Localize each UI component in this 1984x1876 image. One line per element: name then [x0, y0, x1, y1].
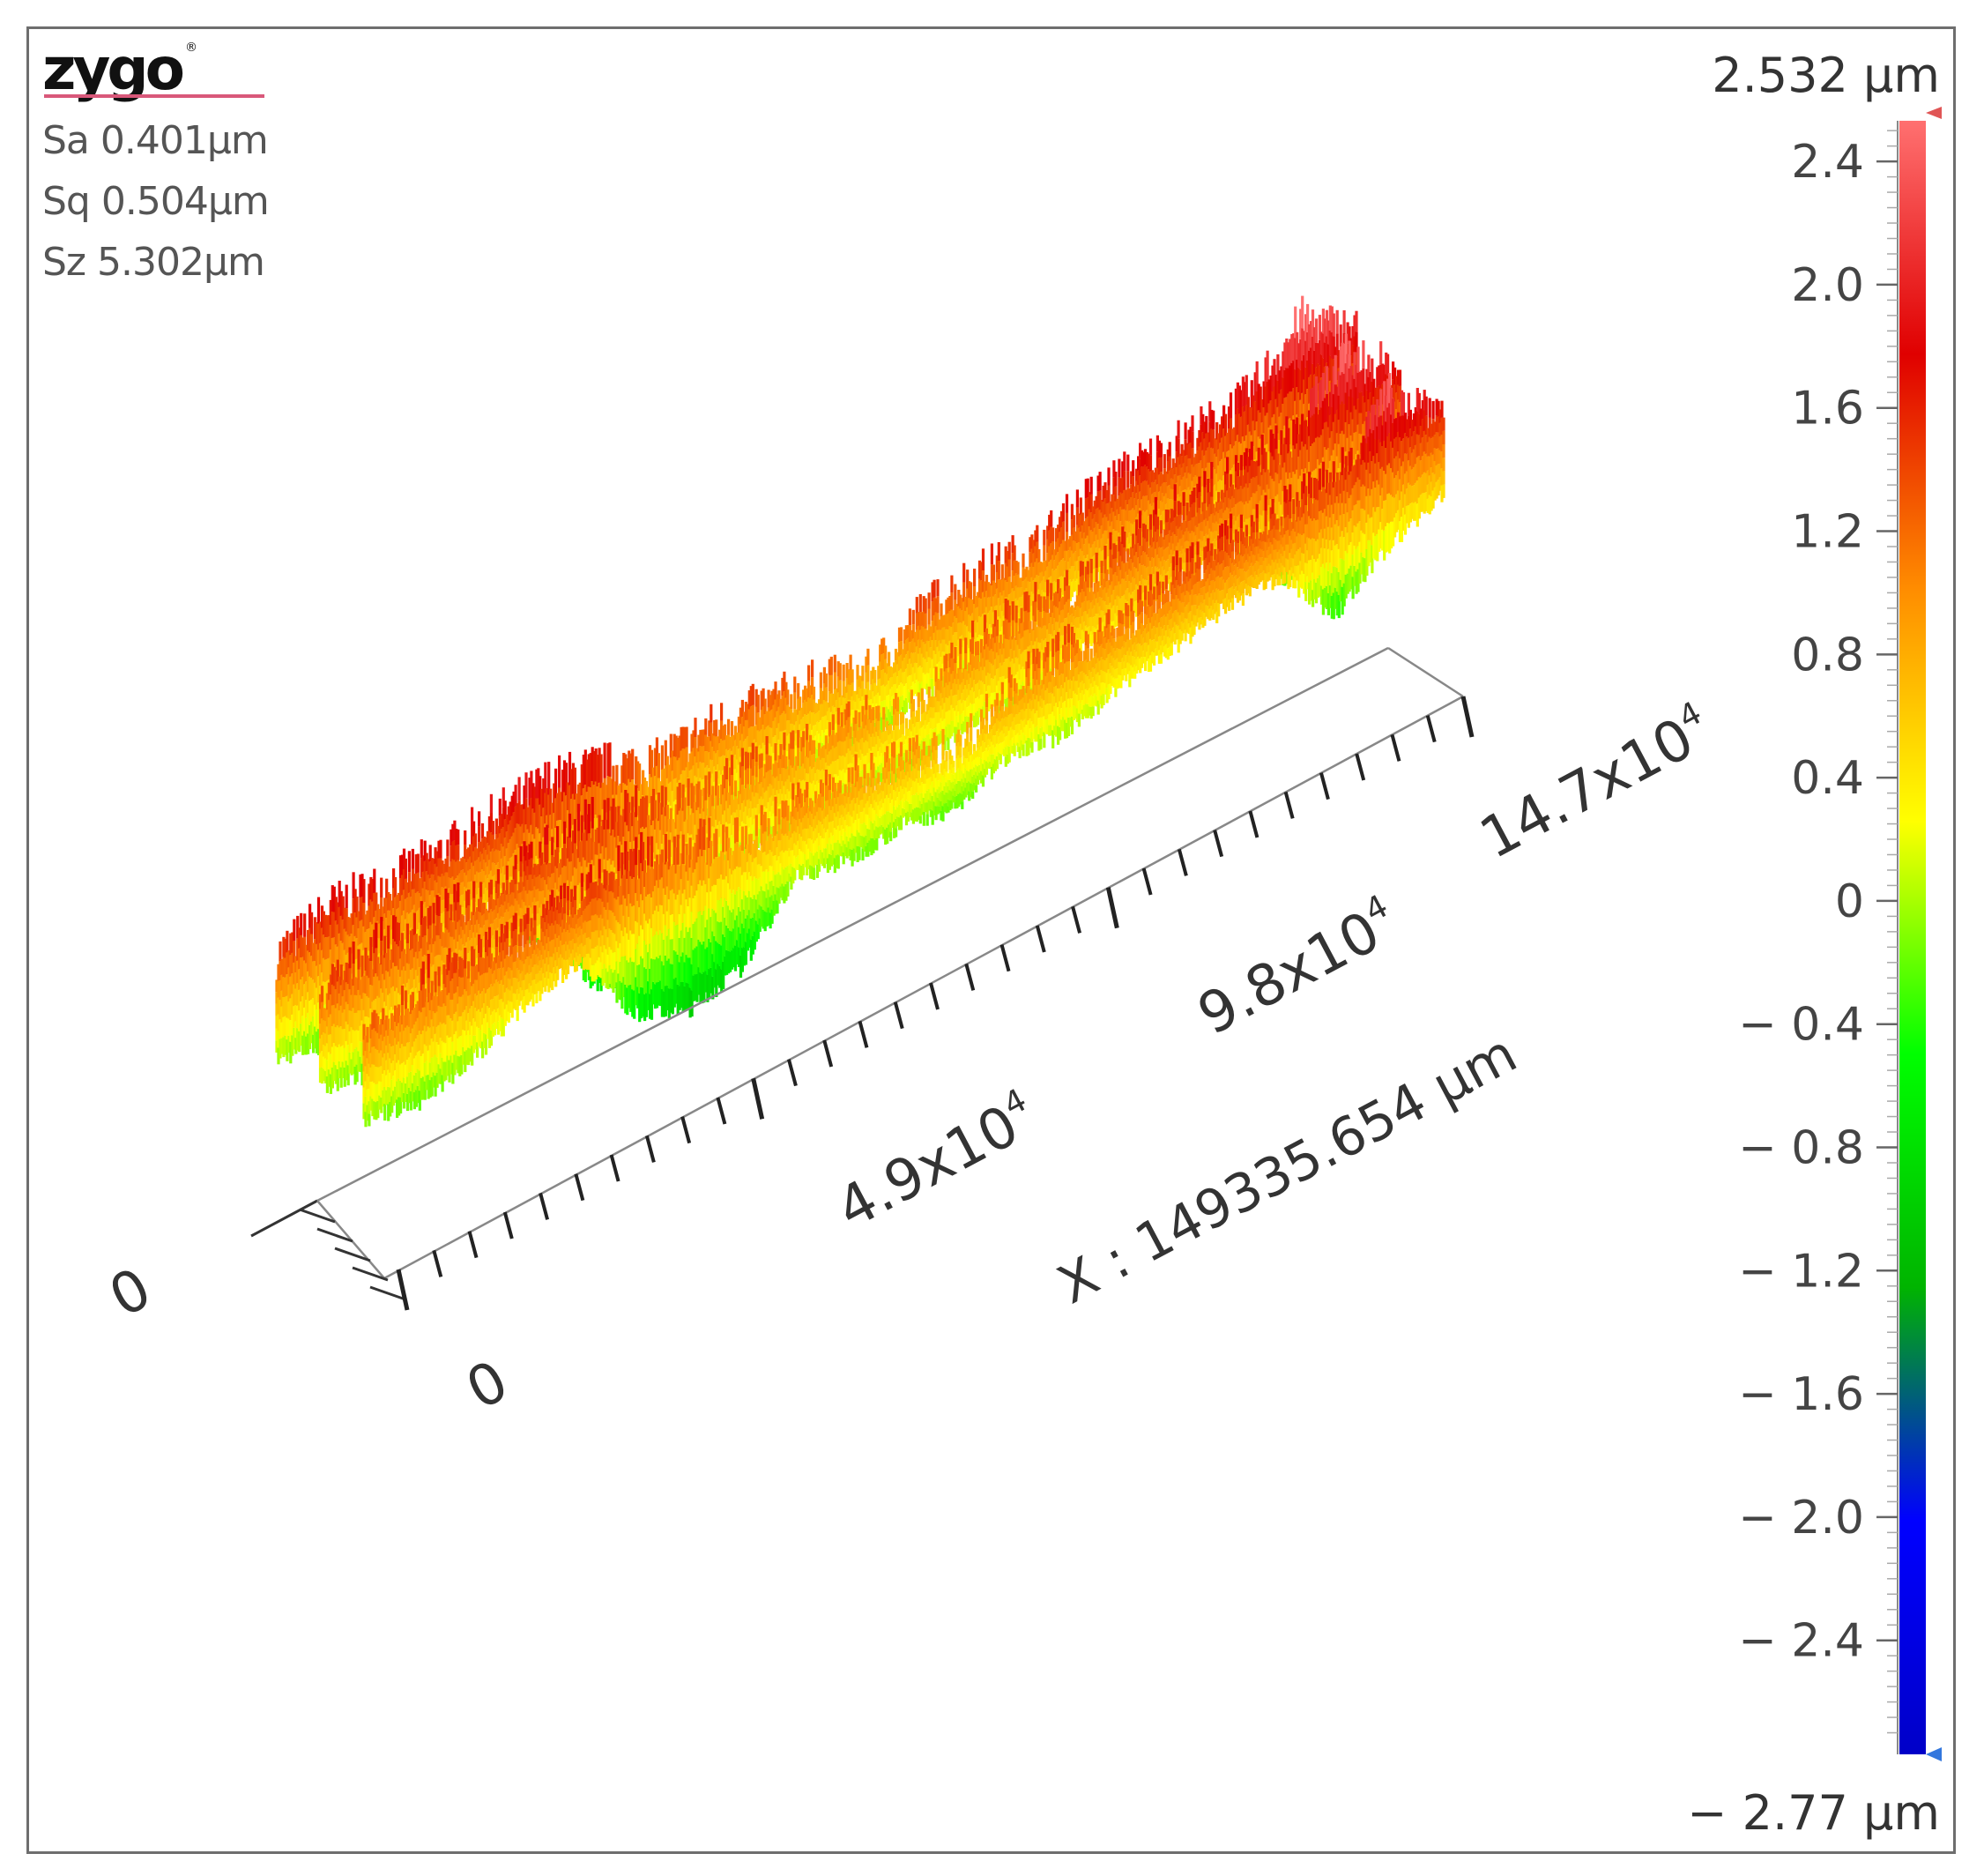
colorbar-tick-label: 0	[1835, 875, 1864, 928]
x-axis-tick	[1390, 733, 1401, 762]
y-axis-tick	[334, 1247, 371, 1262]
x-axis-tick	[1035, 925, 1046, 953]
colorbar-tick-label: − 2.4	[1738, 1615, 1864, 1668]
stat-sa: Sa 0.401µm	[42, 118, 269, 163]
x-axis-tick	[1283, 791, 1295, 819]
colorbar-tick-label: − 1.2	[1738, 1245, 1864, 1298]
x-axis-tick	[467, 1231, 479, 1259]
x-axis-tick	[1177, 848, 1188, 876]
x-axis-tick	[1071, 905, 1081, 934]
colorbar-tick-label: 1.2	[1791, 506, 1864, 559]
x-axis-tick	[822, 1039, 834, 1068]
x-axis-tick	[432, 1249, 443, 1277]
y-axis-tick	[299, 1208, 336, 1224]
x-axis-tick	[751, 1077, 765, 1120]
x-axis-tick	[929, 982, 940, 1010]
x-axis-tick	[1355, 753, 1366, 781]
colorbar-tick-label: 1.6	[1791, 383, 1864, 436]
x-axis-tick	[680, 1116, 692, 1144]
logo-underline	[44, 94, 264, 98]
colorbar-tick-label: 2.0	[1791, 259, 1864, 312]
colorbar-tick-label: − 0.8	[1738, 1122, 1864, 1175]
colorbar-tick-label: 0.8	[1791, 629, 1864, 681]
x-axis-tick	[1248, 810, 1260, 838]
x-axis-tick	[1425, 715, 1437, 743]
x-axis-tick	[539, 1192, 549, 1220]
x-axis-tick	[574, 1173, 585, 1202]
x-axis-tick	[1105, 887, 1119, 929]
x-axis-tick	[716, 1097, 727, 1125]
x-axis-tick	[502, 1211, 514, 1240]
colorbar-gradient	[1899, 121, 1926, 1754]
zygo-logo: zygo ®	[42, 35, 198, 103]
plot-axes	[250, 646, 1475, 1311]
colorbar-tick-label: − 2.0	[1738, 1492, 1864, 1545]
colorbar-max-handle[interactable]	[1926, 107, 1942, 119]
y-axis-tick	[369, 1285, 406, 1301]
colorbar-tick-label: − 0.4	[1738, 999, 1864, 1052]
x-axis-tick	[1213, 830, 1224, 858]
colorbar-tick-label: − 1.6	[1738, 1368, 1864, 1421]
y-axis-tick	[316, 1227, 353, 1243]
x-axis-tick	[1460, 696, 1475, 738]
colorbar-tick-label: 0.4	[1791, 752, 1864, 805]
colorbar-tick-label: 2.4	[1791, 136, 1864, 189]
x-axis-tick	[1319, 772, 1330, 800]
surface-mesh	[275, 295, 1445, 1128]
colorbar-min-label: − 2.77 µm	[1687, 1785, 1940, 1841]
x-axis-tick	[396, 1269, 410, 1311]
stat-sq: Sq 0.504µm	[42, 179, 270, 224]
colorbar-max-label: 2.532 µm	[1712, 48, 1940, 103]
x-axis-tick	[893, 1001, 904, 1030]
x-axis-tick	[644, 1135, 656, 1163]
x-axis-tick	[1141, 867, 1153, 896]
y-axis-tick	[352, 1266, 389, 1282]
x-axis-tick	[858, 1020, 869, 1048]
stat-sz: Sz 5.302µm	[42, 240, 265, 285]
colorbar-min-handle[interactable]	[1926, 1747, 1942, 1761]
x-axis-tick	[964, 963, 976, 991]
x-axis-tick	[609, 1154, 620, 1182]
x-axis-tick	[999, 944, 1011, 972]
x-axis-tick	[787, 1059, 798, 1087]
